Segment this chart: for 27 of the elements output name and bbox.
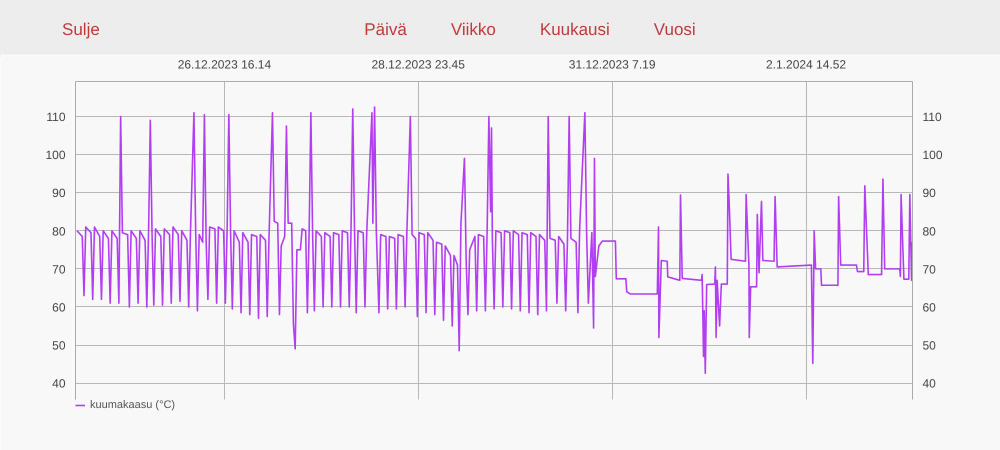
y2-tick-label: 40	[922, 376, 936, 391]
y-tick-label: 80	[52, 224, 66, 238]
y2-tick-label: 60	[922, 300, 936, 314]
line-series	[76, 106, 912, 374]
y-tick-label: 60	[52, 300, 66, 314]
text: kuumakaasu (°C)	[90, 399, 176, 411]
y2-tick-label: 70	[922, 262, 936, 276]
text: Päivä	[364, 20, 407, 39]
y-tick-label: 100	[45, 148, 66, 162]
text: Kuukausi	[540, 20, 610, 39]
text: Sulje	[62, 19, 100, 41]
y2-tick-label: 110	[922, 110, 942, 124]
y-tick-label: 90	[52, 186, 66, 200]
x-tick-label: 31.12.2023 7.19	[568, 58, 656, 72]
text: Viikko	[450, 20, 496, 39]
x-tick-label: 2.1.2024 14.52	[766, 58, 846, 72]
y2-tick-label: 90	[922, 186, 936, 200]
y2-tick-label: 80	[922, 224, 936, 238]
y-tick-label: 70	[52, 262, 66, 276]
y2-tick-label: 100	[922, 148, 943, 162]
y2-tick-label: 50	[922, 338, 936, 353]
y-tick-label: 110	[46, 110, 66, 124]
x-tick-label: 28.12.2023 23.45	[371, 58, 466, 72]
y-tick-label: 40	[52, 376, 66, 391]
x-tick-label: 26.12.2023 16.14	[178, 58, 272, 72]
y-tick-label: 50	[52, 338, 66, 353]
text: Vuosi	[654, 20, 696, 39]
